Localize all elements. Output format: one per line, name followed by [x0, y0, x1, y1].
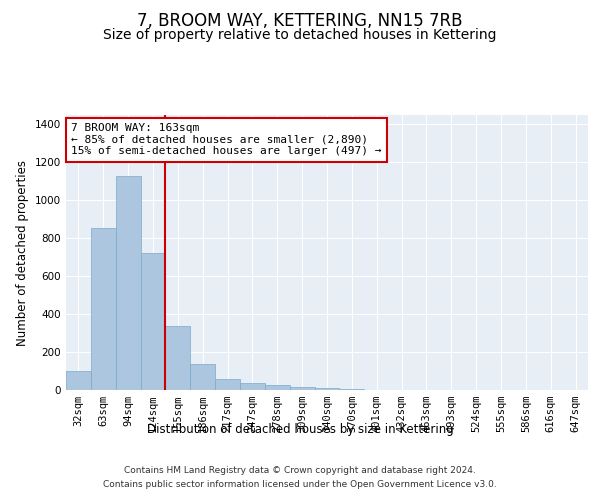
Bar	[190, 364, 215, 390]
Bar	[314, 388, 340, 390]
Text: Distribution of detached houses by size in Kettering: Distribution of detached houses by size …	[146, 422, 454, 436]
Bar	[290, 386, 314, 390]
Y-axis label: Number of detached properties: Number of detached properties	[16, 160, 29, 346]
Text: Size of property relative to detached houses in Kettering: Size of property relative to detached ho…	[103, 28, 497, 42]
Text: Contains HM Land Registry data © Crown copyright and database right 2024.: Contains HM Land Registry data © Crown c…	[124, 466, 476, 475]
Text: 7 BROOM WAY: 163sqm
← 85% of detached houses are smaller (2,890)
15% of semi-det: 7 BROOM WAY: 163sqm ← 85% of detached ho…	[71, 123, 382, 156]
Bar	[66, 371, 91, 390]
Text: 7, BROOM WAY, KETTERING, NN15 7RB: 7, BROOM WAY, KETTERING, NN15 7RB	[137, 12, 463, 30]
Bar	[265, 386, 290, 390]
Bar	[140, 252, 166, 390]
Text: Contains public sector information licensed under the Open Government Licence v3: Contains public sector information licen…	[103, 480, 497, 489]
Bar	[215, 378, 240, 390]
Bar	[116, 176, 140, 390]
Bar	[91, 228, 116, 390]
Bar	[240, 384, 265, 390]
Bar	[166, 326, 190, 390]
